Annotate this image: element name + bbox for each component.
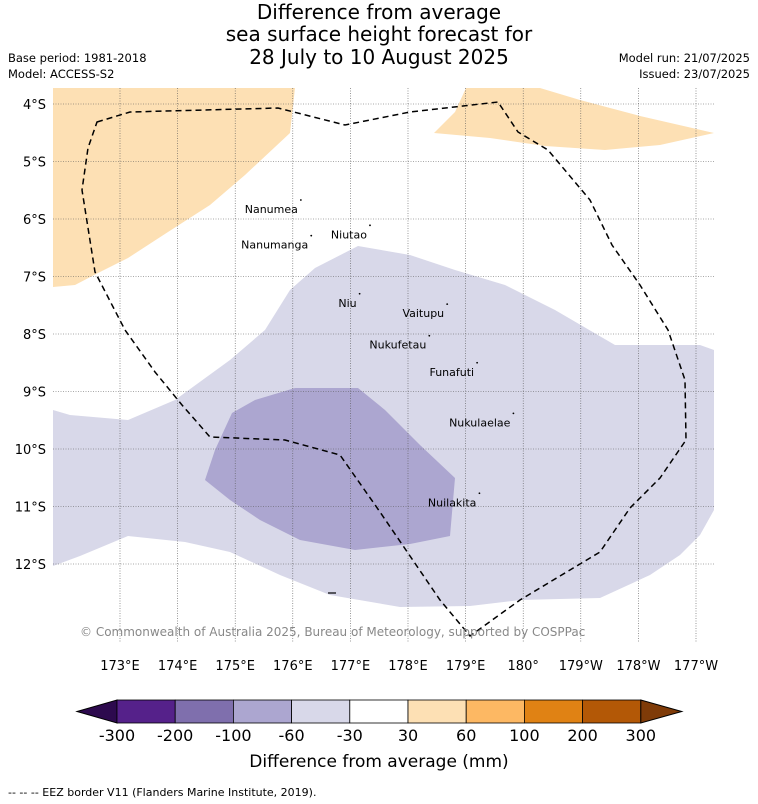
island-label: Niu	[338, 297, 356, 310]
eez-border	[81, 101, 687, 638]
graticule	[53, 88, 714, 643]
island-label: Nuilakita	[428, 496, 477, 509]
colorbar-segment	[524, 699, 584, 724]
map-title-line-1: Difference from average	[256, 0, 502, 24]
island-label: Nukulaelae	[449, 416, 511, 429]
island-marker	[310, 234, 313, 237]
colorbar-segment	[232, 699, 292, 724]
colorbar-segment	[174, 699, 234, 724]
issued-date: Issued: 23/07/2025	[639, 67, 750, 81]
latitude-tick-label: 6°S	[23, 213, 46, 228]
latitude-axis: 4°S 5°S 6°S 7°S 8°S 9°S 10°S 11°S 12°S	[15, 98, 46, 573]
copyright-notice: © Commonwealth of Australia 2025, Bureau…	[80, 625, 585, 639]
colorbar-segment	[465, 699, 525, 724]
longitude-tick-label: 179°E	[446, 659, 486, 674]
latitude-tick-label: 5°S	[23, 156, 46, 171]
island-marker	[512, 412, 515, 415]
latitude-tick-label: 4°S	[23, 98, 46, 113]
colorbar-tick-label: 300	[626, 726, 657, 745]
base-period: Base period: 1981-2018	[8, 51, 147, 65]
longitude-tick-label: 177°E	[331, 659, 371, 674]
island-marker	[369, 224, 371, 227]
colorbar-title: Difference from average (mm)	[249, 752, 508, 772]
colorbar-tick-label: -30	[337, 726, 363, 745]
map-title-line-2: sea surface height forecast for	[225, 22, 533, 46]
island-marker	[428, 334, 431, 337]
island-marker	[299, 199, 302, 201]
longitude-tick-label: 177°W	[674, 659, 718, 674]
colorbar-segment	[582, 699, 642, 724]
colorbar-tick-label: -200	[157, 726, 193, 745]
island-label: Vaitupu	[402, 307, 444, 320]
latitude-tick-label: 10°S	[15, 443, 46, 458]
island-label: Niutao	[331, 228, 367, 241]
longitude-axis: 173°E 174°E 175°E 176°E 177°E 178°E 179°E 180° 1…	[100, 659, 718, 674]
longitude-tick-label: 173°E	[100, 659, 140, 674]
colorbar-segment	[291, 699, 351, 724]
colorbar-extend-low	[75, 699, 118, 724]
model-name: Model: ACCESS-S2	[8, 67, 115, 81]
colorbar-tick-label: 100	[509, 726, 540, 745]
longitude-tick-label: 175°E	[215, 659, 255, 674]
anomaly-layer	[53, 88, 714, 607]
island-label: Nanumea	[245, 203, 298, 216]
colorbar-tick-label: -100	[215, 726, 251, 745]
longitude-tick-label: 174°E	[158, 659, 198, 674]
colorbar-tick-label: 60	[456, 726, 476, 745]
anomaly-fill-positive-west	[53, 88, 295, 287]
anomaly-fill-medium	[205, 388, 455, 550]
colorbar: -300 -200 -100 -60 -30 30 60 100 200 300	[75, 699, 684, 745]
longitude-tick-label: 178°W	[616, 659, 660, 674]
colorbar-extend-high	[640, 699, 684, 724]
island-label: Nukufetau	[369, 339, 426, 352]
colorbar-tick-label: 200	[567, 726, 598, 745]
island-layer: Nanumea Nanumanga Niutao Niu Vaitupu Nukufeta…	[241, 199, 515, 509]
model-run: Model run: 21/07/2025	[618, 51, 750, 65]
latitude-tick-label: 11°S	[15, 501, 46, 516]
latitude-tick-label: 8°S	[23, 328, 46, 343]
island-marker	[476, 361, 479, 364]
latitude-tick-label: 9°S	[23, 386, 46, 401]
colorbar-segment	[116, 699, 176, 724]
colorbar-tick-label: 30	[398, 726, 418, 745]
colorbar-segment	[349, 699, 409, 724]
latitude-tick-label: 7°S	[23, 271, 46, 286]
island-label: Funafuti	[429, 366, 474, 379]
map-title-line-3: 28 July to 10 August 2025	[249, 45, 509, 69]
island-marker	[358, 292, 361, 295]
longitude-tick-label: 179°W	[559, 659, 603, 674]
longitude-tick-label: 176°E	[273, 659, 313, 674]
colorbar-tick-label: -300	[99, 726, 135, 745]
island-marker	[478, 492, 481, 495]
island-label: Nanumanga	[241, 239, 308, 252]
island-marker	[446, 303, 449, 305]
longitude-tick-label: 178°E	[388, 659, 428, 674]
colorbar-segment	[407, 699, 467, 724]
eez-footnote: -- -- -- EEZ border V11 (Flanders Marine…	[8, 786, 317, 799]
longitude-tick-label: 180°	[508, 659, 539, 674]
anomaly-fill-positive-east	[434, 88, 714, 150]
latitude-tick-label: 12°S	[15, 558, 46, 573]
colorbar-tick-label: -60	[279, 726, 305, 745]
